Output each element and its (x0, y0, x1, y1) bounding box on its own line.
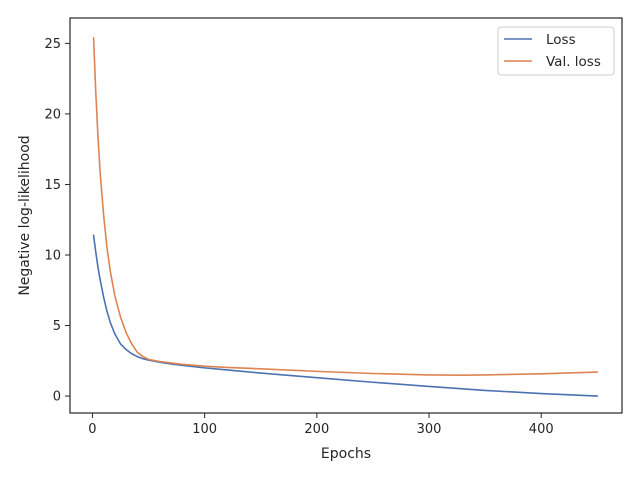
x-tick-label: 0 (88, 422, 96, 437)
x-tick-label: 200 (304, 422, 329, 437)
axes: 0 100 200 300 400 0 5 10 15 20 25 (44, 17, 623, 437)
y-tick-label: 25 (44, 37, 61, 52)
y-tick-label: 5 (53, 319, 61, 334)
x-axis-label: Epochs (321, 446, 371, 462)
y-tick-label: 20 (44, 107, 61, 122)
x-tick-label: 100 (192, 422, 217, 437)
axes-frame (69, 17, 623, 414)
x-tick-label: 400 (529, 422, 554, 437)
legend-label-1: Loss (546, 32, 576, 48)
x-tick-label: 300 (417, 422, 442, 437)
y-axis-label: Negative log-likelihood (17, 135, 33, 295)
legend: Loss Val. loss (497, 26, 615, 76)
y-tick-label: 10 (44, 249, 61, 264)
series-line-1 (92, 234, 599, 397)
series-line-2 (92, 36, 599, 376)
legend-label-2: Val. loss (546, 54, 601, 70)
y-tick-label: 0 (53, 390, 61, 405)
y-tick-label: 15 (44, 178, 61, 193)
plot-area (92, 36, 599, 397)
